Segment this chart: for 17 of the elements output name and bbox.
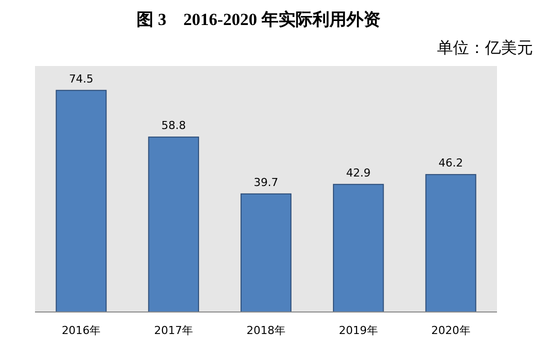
x-tick-label: 2020年 bbox=[431, 324, 470, 337]
data-label: 39.7 bbox=[254, 176, 278, 189]
data-label: 42.9 bbox=[346, 166, 371, 180]
data-label: 46.2 bbox=[438, 156, 464, 170]
x-tick-label: 2016年 bbox=[62, 324, 101, 337]
bar bbox=[332, 184, 384, 312]
chart-title: 图 3 2016-2020 年实际利用外资 bbox=[136, 10, 380, 29]
data-label: 74.5 bbox=[68, 72, 94, 86]
x-tick-label: 2019年 bbox=[338, 324, 378, 337]
bar bbox=[148, 136, 200, 312]
chart-subtitle: 单位：亿美元 bbox=[437, 38, 533, 57]
x-tick-label: 2018年 bbox=[246, 324, 286, 337]
bar bbox=[240, 193, 292, 312]
bar bbox=[425, 174, 476, 312]
data-label: 58.8 bbox=[161, 119, 186, 132]
x-tick-label: 2017年 bbox=[154, 324, 194, 337]
bar bbox=[56, 90, 107, 312]
